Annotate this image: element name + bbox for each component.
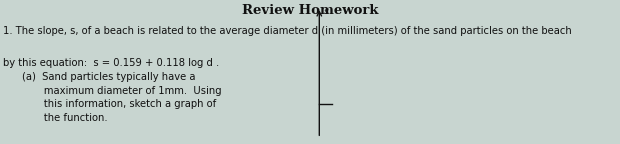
Text: (a)  Sand particles typically have a
       maximum diameter of 1mm.  Using
    : (a) Sand particles typically have a maxi… — [22, 72, 221, 123]
Text: by this equation:  s = 0.159 + 0.118 log d .: by this equation: s = 0.159 + 0.118 log … — [3, 58, 219, 68]
Text: Review Homework: Review Homework — [242, 4, 378, 17]
Text: 1. The slope, s, of a beach is related to the average diameter d (in millimeters: 1. The slope, s, of a beach is related t… — [3, 26, 572, 36]
Text: s: s — [324, 7, 329, 16]
